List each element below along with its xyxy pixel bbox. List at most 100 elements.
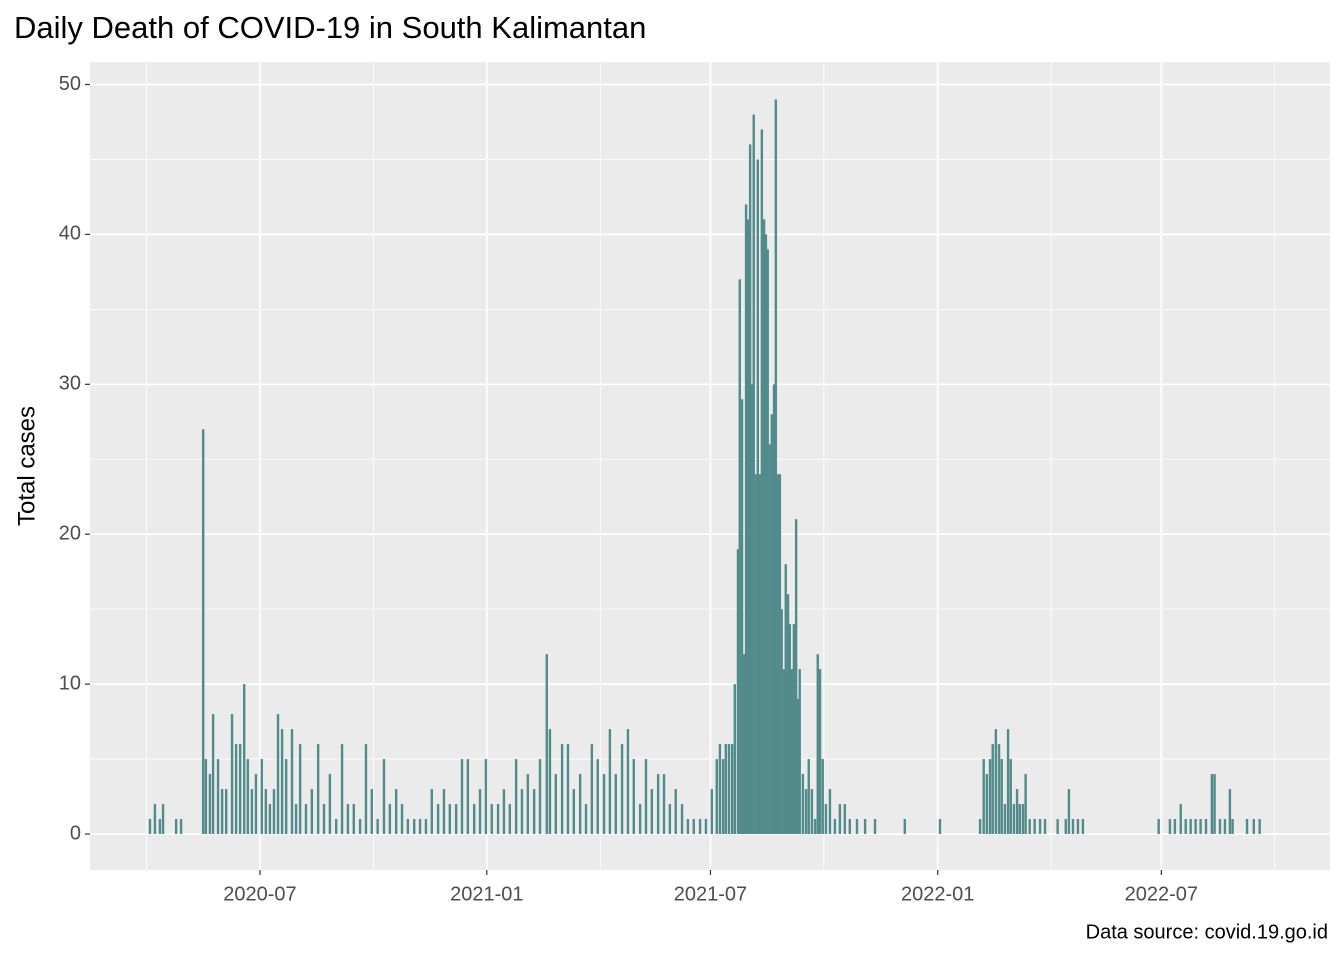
bar <box>276 714 280 835</box>
bar <box>776 474 780 835</box>
y-tick-label: 50 <box>59 73 81 95</box>
bar <box>590 744 594 835</box>
bar <box>736 549 740 835</box>
bar <box>1213 774 1216 835</box>
bar <box>740 399 744 835</box>
bar <box>982 759 985 835</box>
bar <box>742 654 746 835</box>
bar <box>638 804 642 835</box>
bar <box>334 819 338 835</box>
bar <box>310 789 314 835</box>
bar <box>1199 819 1202 835</box>
bar <box>502 789 506 835</box>
bar <box>828 789 832 835</box>
bar <box>855 819 859 835</box>
bar <box>997 744 1001 835</box>
bar <box>230 714 234 835</box>
bar <box>656 774 660 835</box>
bar <box>1194 819 1197 835</box>
bar <box>698 819 702 835</box>
x-tick-label: 2020-07 <box>223 883 296 905</box>
bar <box>848 819 851 835</box>
bar <box>680 804 684 835</box>
bar <box>1003 804 1007 835</box>
bar <box>406 819 410 835</box>
bar <box>903 819 906 835</box>
bar <box>1173 819 1177 835</box>
bar <box>201 429 205 835</box>
bar <box>686 819 690 835</box>
bar <box>938 819 942 835</box>
bar <box>807 759 810 835</box>
bar <box>1228 789 1232 835</box>
bar <box>158 819 162 835</box>
x-tick-label: 2021-07 <box>674 883 747 905</box>
bar <box>1081 819 1085 835</box>
bar <box>1018 804 1021 835</box>
bar <box>413 819 416 835</box>
bar <box>322 804 326 835</box>
bar <box>756 159 759 835</box>
bar <box>801 774 805 835</box>
x-tick-label: 2022-07 <box>1125 883 1198 905</box>
bar <box>710 789 714 835</box>
bar <box>1168 819 1172 835</box>
bar <box>560 744 564 835</box>
bar <box>1184 819 1187 835</box>
bar <box>376 819 379 835</box>
y-tick-label: 0 <box>70 822 81 844</box>
bar <box>352 804 355 835</box>
bar <box>490 804 493 835</box>
bar <box>554 774 557 835</box>
bar <box>730 744 734 835</box>
bar <box>545 654 548 835</box>
bar <box>208 774 212 835</box>
bar <box>978 819 982 835</box>
bar <box>774 99 778 835</box>
y-tick-label: 10 <box>59 672 81 694</box>
bar <box>294 804 298 835</box>
bar <box>782 669 786 835</box>
bar <box>794 519 798 835</box>
x-tick-label: 2021-01 <box>450 883 523 905</box>
bar <box>1000 759 1003 835</box>
bar <box>298 744 302 835</box>
bar <box>796 699 800 835</box>
bar <box>400 804 404 835</box>
bar <box>478 789 482 835</box>
bar <box>988 759 992 835</box>
bar <box>484 759 488 835</box>
bar <box>632 759 635 835</box>
bar <box>388 804 392 835</box>
bar <box>538 759 542 835</box>
bar <box>1012 804 1016 835</box>
bar <box>838 804 842 835</box>
bar <box>508 804 511 835</box>
bar <box>721 759 725 835</box>
bar <box>733 684 736 835</box>
bar <box>626 729 630 835</box>
bar <box>843 804 847 835</box>
bar <box>792 624 796 835</box>
bar <box>1189 819 1192 835</box>
bar <box>770 414 773 835</box>
bar <box>1157 819 1160 835</box>
bar <box>280 729 284 835</box>
bar <box>873 819 877 835</box>
bar <box>994 729 998 835</box>
bar <box>780 609 783 835</box>
bar <box>454 804 458 835</box>
bar <box>514 759 518 835</box>
bar <box>1009 759 1012 835</box>
bar <box>1064 819 1067 835</box>
bar <box>650 789 654 835</box>
bar <box>1245 819 1249 835</box>
bar <box>216 759 220 835</box>
bar <box>370 789 374 835</box>
bar <box>754 474 758 835</box>
bar <box>1252 819 1255 835</box>
bar <box>718 744 722 835</box>
bar <box>268 804 272 835</box>
